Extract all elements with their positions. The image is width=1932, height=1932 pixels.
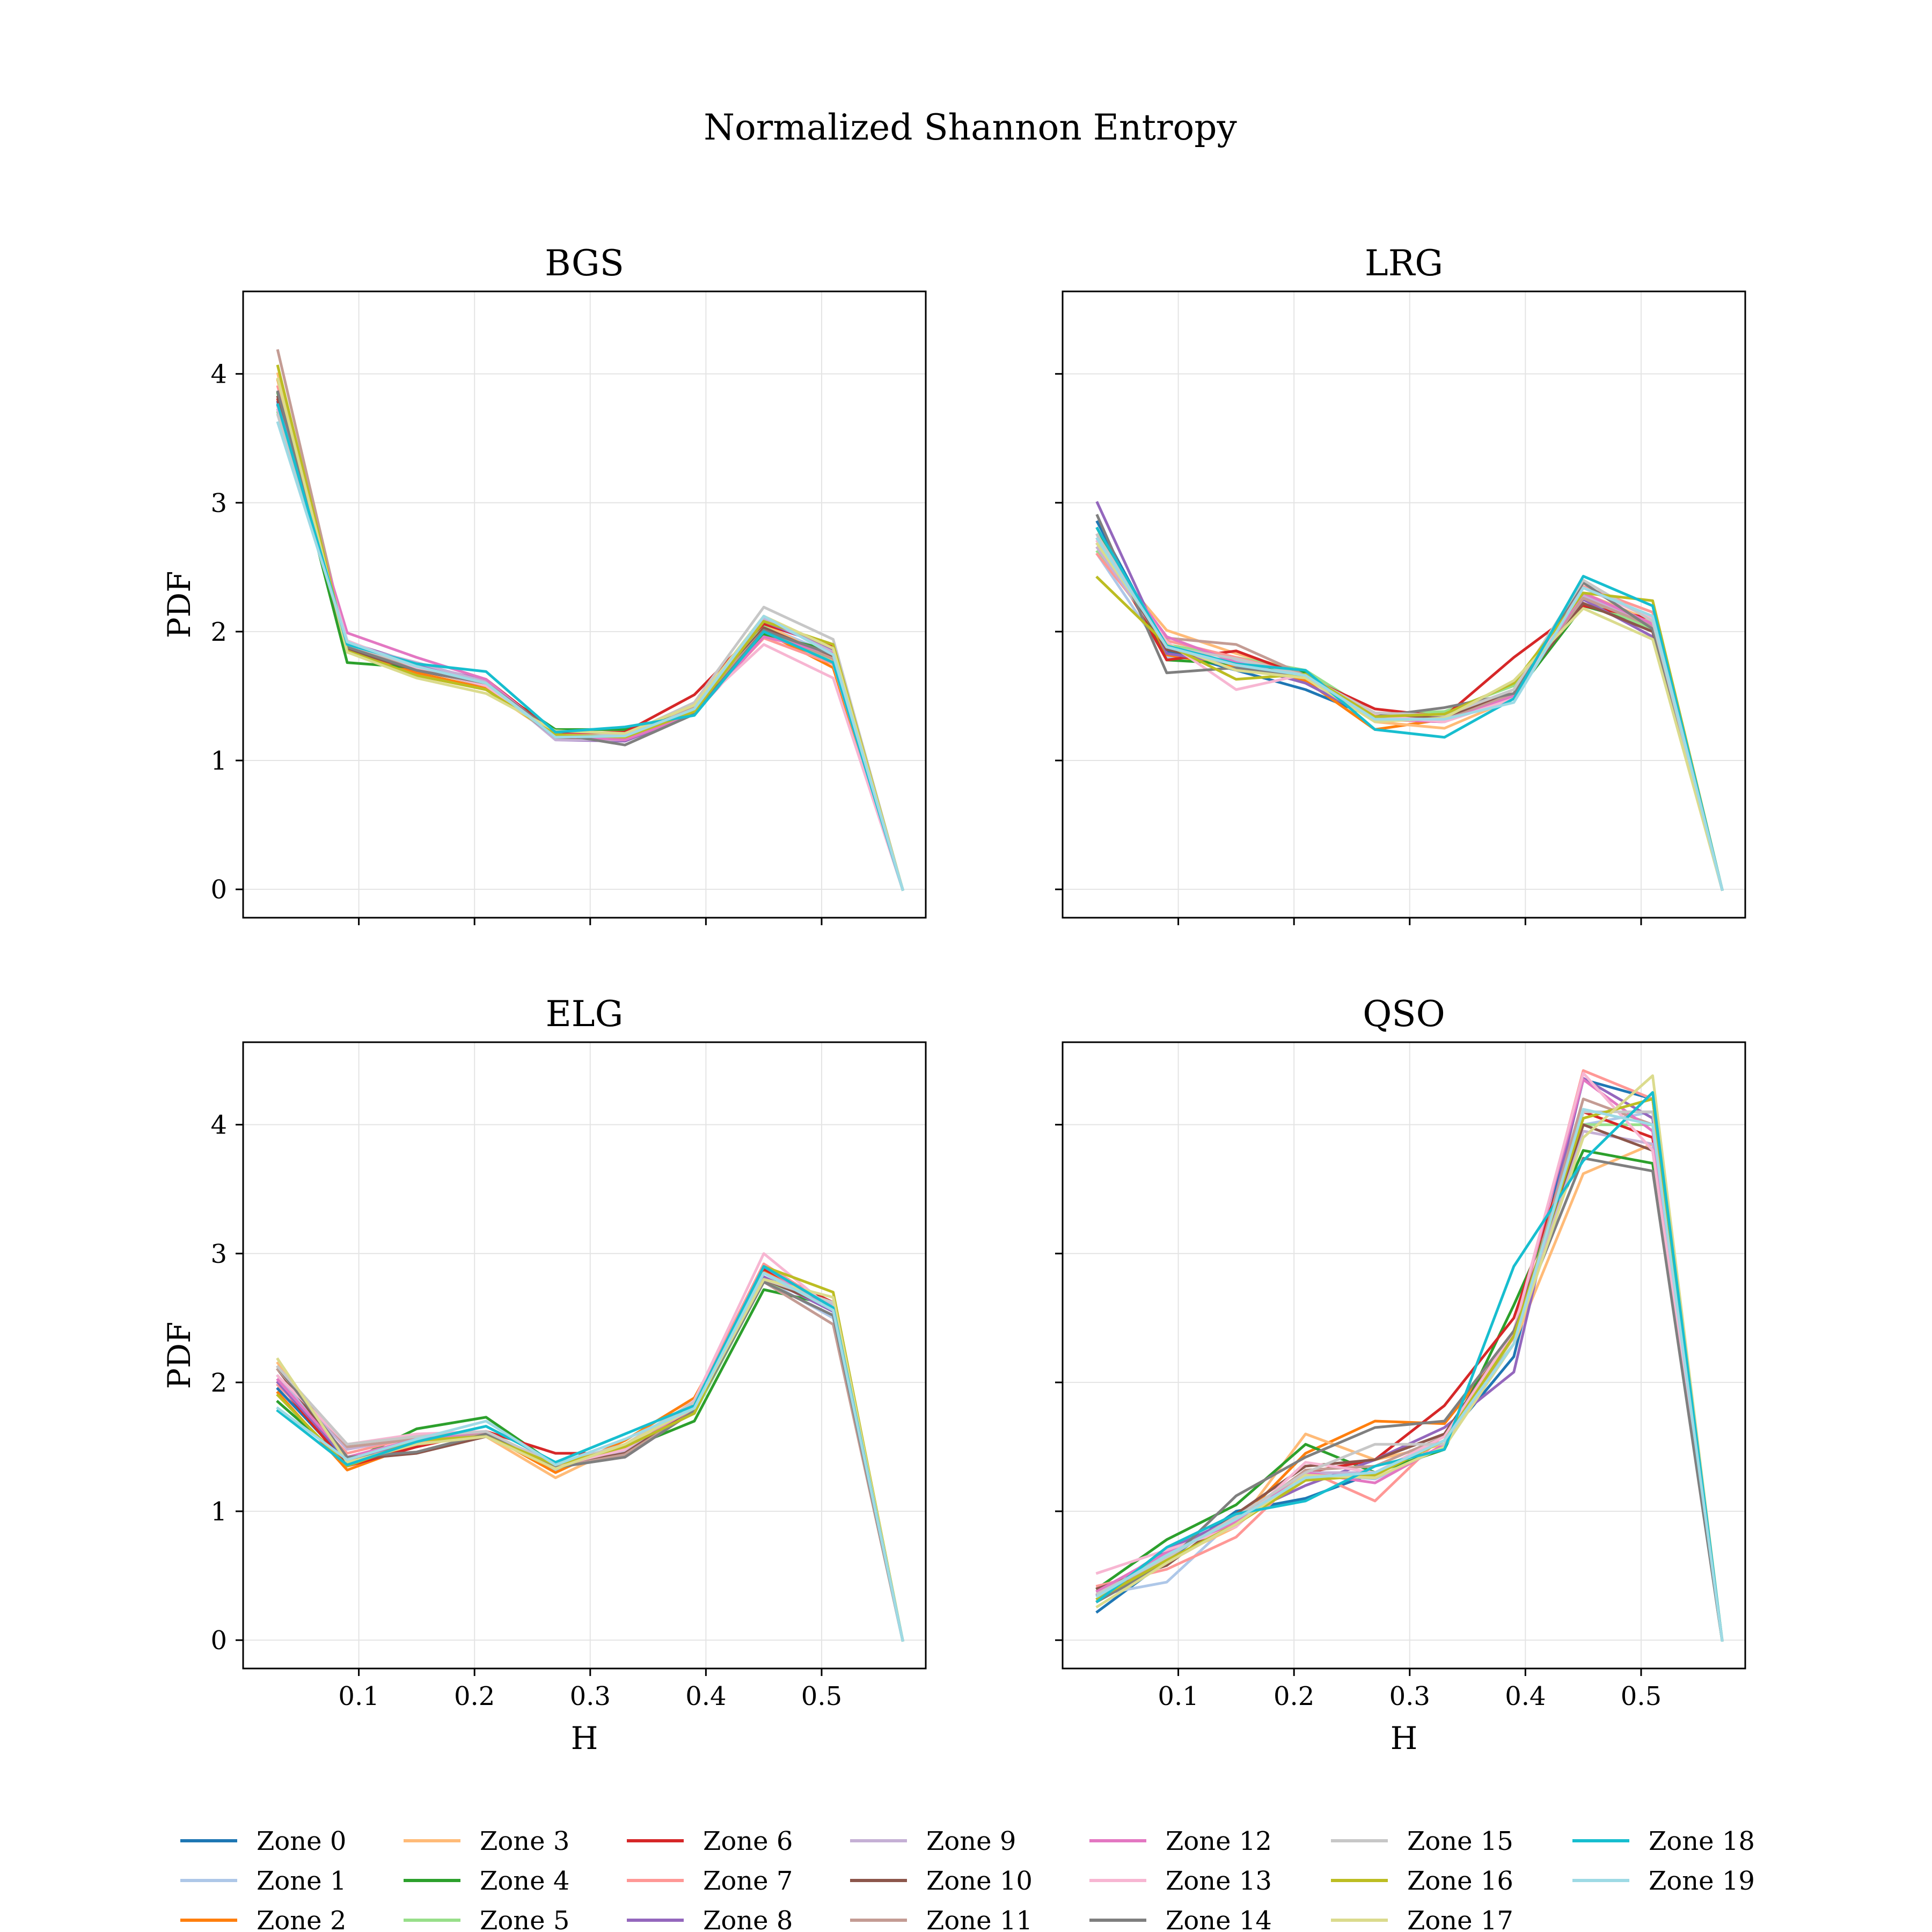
legend-label: Zone 9 bbox=[926, 1826, 1016, 1856]
x-tick-label: 0.5 bbox=[801, 1681, 842, 1711]
y-tick-label: 1 bbox=[210, 746, 227, 776]
axes-frame bbox=[1062, 290, 1746, 919]
y-axis-label: PDF bbox=[161, 1322, 197, 1389]
legend-item-zone-0: Zone 0 bbox=[180, 1826, 346, 1856]
subplot-title: LRG bbox=[1365, 243, 1443, 284]
legend-item-zone-9: Zone 9 bbox=[850, 1826, 1016, 1856]
legend-label: Zone 4 bbox=[480, 1866, 569, 1896]
x-tick-label: 0.2 bbox=[1274, 1681, 1314, 1711]
subplot-title: QSO bbox=[1363, 993, 1445, 1035]
series-line-zone-18 bbox=[276, 1265, 904, 1642]
legend-label: Zone 11 bbox=[926, 1906, 1033, 1932]
legend-label: Zone 19 bbox=[1649, 1866, 1755, 1896]
subplot-elg: 0.1 0.2 0.3 0.4 0.5 0 1 2 3 4 ELG H PDF bbox=[161, 993, 927, 1757]
x-axis-label: H bbox=[571, 1720, 598, 1757]
subplot-title: ELG bbox=[546, 993, 624, 1035]
legend-label: Zone 5 bbox=[480, 1906, 569, 1932]
legend-item-zone-12: Zone 12 bbox=[1089, 1826, 1272, 1856]
y-tick-label: 4 bbox=[210, 360, 227, 390]
series-line-zone-19 bbox=[276, 1271, 904, 1642]
series-line-zone-19 bbox=[1095, 537, 1724, 891]
legend-item-zone-11: Zone 11 bbox=[850, 1906, 1033, 1932]
x-tick-label: 0.2 bbox=[454, 1681, 495, 1711]
series-line-zone-16 bbox=[1095, 575, 1724, 891]
series-line-zone-17 bbox=[1095, 1074, 1724, 1642]
series-line-zone-7 bbox=[1095, 1069, 1724, 1642]
x-tick-label: 0.5 bbox=[1621, 1681, 1662, 1711]
y-tick-label: 2 bbox=[210, 617, 227, 647]
y-tick-label: 0 bbox=[210, 1626, 227, 1656]
legend-item-zone-19: Zone 19 bbox=[1572, 1866, 1755, 1896]
subplot-qso: 0.1 0.2 0.3 0.4 0.5 QSO H bbox=[1055, 993, 1746, 1757]
x-tick-label: 0.1 bbox=[338, 1681, 379, 1711]
legend-item-zone-7: Zone 7 bbox=[627, 1866, 793, 1896]
legend-label: Zone 10 bbox=[926, 1866, 1033, 1896]
x-tick-label: 0.4 bbox=[1505, 1681, 1546, 1711]
y-tick-label: 1 bbox=[210, 1497, 227, 1527]
legend-item-zone-13: Zone 13 bbox=[1089, 1866, 1272, 1896]
legend-label: Zone 3 bbox=[480, 1826, 569, 1856]
legend-item-zone-6: Zone 6 bbox=[627, 1826, 793, 1856]
series-group bbox=[1095, 501, 1724, 891]
legend-item-zone-15: Zone 15 bbox=[1331, 1826, 1513, 1856]
subplot-lrg: LRG bbox=[1055, 243, 1746, 925]
x-tick-label: 0.3 bbox=[1389, 1681, 1430, 1711]
legend-item-zone-8: Zone 8 bbox=[627, 1906, 793, 1932]
series-group bbox=[276, 1252, 904, 1642]
legend-item-zone-3: Zone 3 bbox=[404, 1826, 569, 1856]
legend-item-zone-17: Zone 17 bbox=[1331, 1906, 1513, 1932]
series-line-zone-14 bbox=[276, 390, 905, 891]
y-tick-label: 0 bbox=[210, 875, 227, 905]
legend-item-zone-4: Zone 4 bbox=[404, 1866, 569, 1896]
y-tick-label: 3 bbox=[210, 488, 227, 518]
legend-label: Zone 8 bbox=[703, 1906, 793, 1932]
y-axis-label: PDF bbox=[161, 571, 197, 639]
series-line-zone-19 bbox=[276, 421, 905, 891]
x-tick-label: 0.1 bbox=[1158, 1681, 1198, 1711]
y-tick-label: 4 bbox=[210, 1110, 227, 1140]
x-axis-label: H bbox=[1391, 1720, 1418, 1757]
y-tick-label: 3 bbox=[210, 1239, 227, 1269]
legend-label: Zone 2 bbox=[257, 1906, 346, 1932]
legend-label: Zone 1 bbox=[257, 1866, 346, 1896]
legend-item-zone-16: Zone 16 bbox=[1331, 1866, 1513, 1896]
legend-item-zone-18: Zone 18 bbox=[1572, 1826, 1755, 1856]
series-group bbox=[276, 349, 905, 891]
axes-frame bbox=[242, 290, 927, 919]
axes-frame bbox=[242, 1041, 927, 1670]
legend-label: Zone 0 bbox=[257, 1826, 346, 1856]
x-tick-label: 0.3 bbox=[570, 1681, 611, 1711]
legend-label: Zone 15 bbox=[1407, 1826, 1513, 1856]
legend-label: Zone 12 bbox=[1166, 1826, 1272, 1856]
subplot-bgs: 0 1 2 3 4 BGS PDF bbox=[161, 243, 927, 925]
x-tick-label: 0.4 bbox=[685, 1681, 726, 1711]
legend-item-zone-5: Zone 5 bbox=[404, 1906, 569, 1932]
subplot-grid: 0 1 2 3 4 BGS PDF LRG 0.1 0.2 0.3 0.4 0.5 0 1 2 3 4 ELG H PD… bbox=[161, 243, 1746, 1757]
legend-label: Zone 17 bbox=[1407, 1906, 1513, 1932]
series-line-zone-14 bbox=[1095, 514, 1724, 891]
subplot-title: BGS bbox=[545, 243, 624, 284]
legend-label: Zone 13 bbox=[1166, 1866, 1272, 1896]
legend-item-zone-1: Zone 1 bbox=[180, 1866, 346, 1896]
legend-label: Zone 16 bbox=[1407, 1866, 1513, 1896]
legend-label: Zone 6 bbox=[703, 1826, 793, 1856]
legend-label: Zone 7 bbox=[703, 1866, 793, 1896]
figure-title: Normalized Shannon Entropy bbox=[704, 107, 1237, 148]
legend: Zone 0 Zone 1 Zone 2 Zone 3 Zone 4 Zone 5 Zone… bbox=[180, 1826, 1755, 1932]
series-line-zone-17 bbox=[276, 377, 904, 891]
series-group bbox=[1095, 1069, 1724, 1642]
axes-frame bbox=[1062, 1041, 1746, 1670]
legend-label: Zone 18 bbox=[1649, 1826, 1755, 1856]
series-line-zone-19 bbox=[1095, 1108, 1724, 1642]
legend-label: Zone 14 bbox=[1166, 1906, 1272, 1932]
legend-item-zone-10: Zone 10 bbox=[850, 1866, 1033, 1896]
y-tick-label: 2 bbox=[210, 1368, 227, 1398]
legend-item-zone-14: Zone 14 bbox=[1089, 1906, 1272, 1932]
legend-item-zone-2: Zone 2 bbox=[180, 1906, 346, 1932]
